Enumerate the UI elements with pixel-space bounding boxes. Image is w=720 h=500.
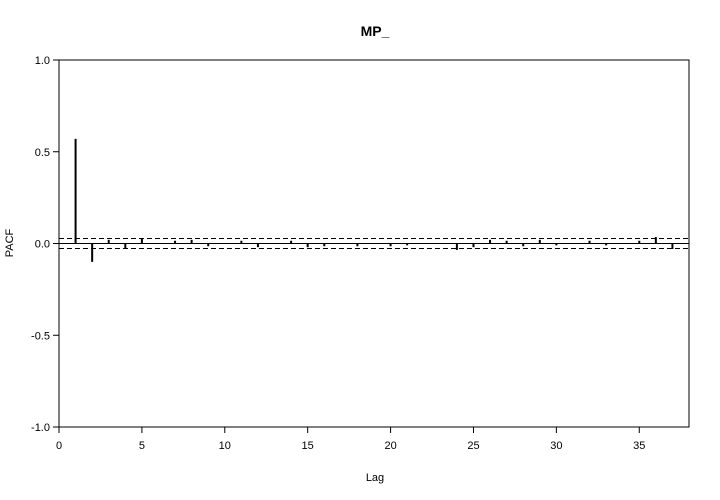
x-tick-label: 15 [302,440,314,452]
x-tick-label: 5 [139,440,145,452]
x-tick-label: 10 [219,440,231,452]
y-tick-label: 1.0 [35,55,50,67]
y-tick-label: 0.5 [35,147,50,159]
y-tick-label: 0.0 [35,239,50,251]
y-tick-label: -1.0 [31,422,50,434]
confidence-bounds [59,238,689,249]
axes: -1.0 -0.5 0.0 0.5 1.0 0 5 10 15 20 25 30 35 [31,55,645,452]
pacf-bars [74,138,674,262]
x-tick-label: 35 [633,440,645,452]
y-tick-label: -0.5 [31,330,50,342]
y-axis-label: PACF [4,228,16,257]
x-axis-label: Lag [366,472,384,484]
x-tick-label: 30 [550,440,562,452]
chart-title: MP_ [361,23,390,39]
x-tick-label: 25 [467,440,479,452]
x-tick-label: 0 [56,440,62,452]
x-tick-label: 20 [384,440,396,452]
